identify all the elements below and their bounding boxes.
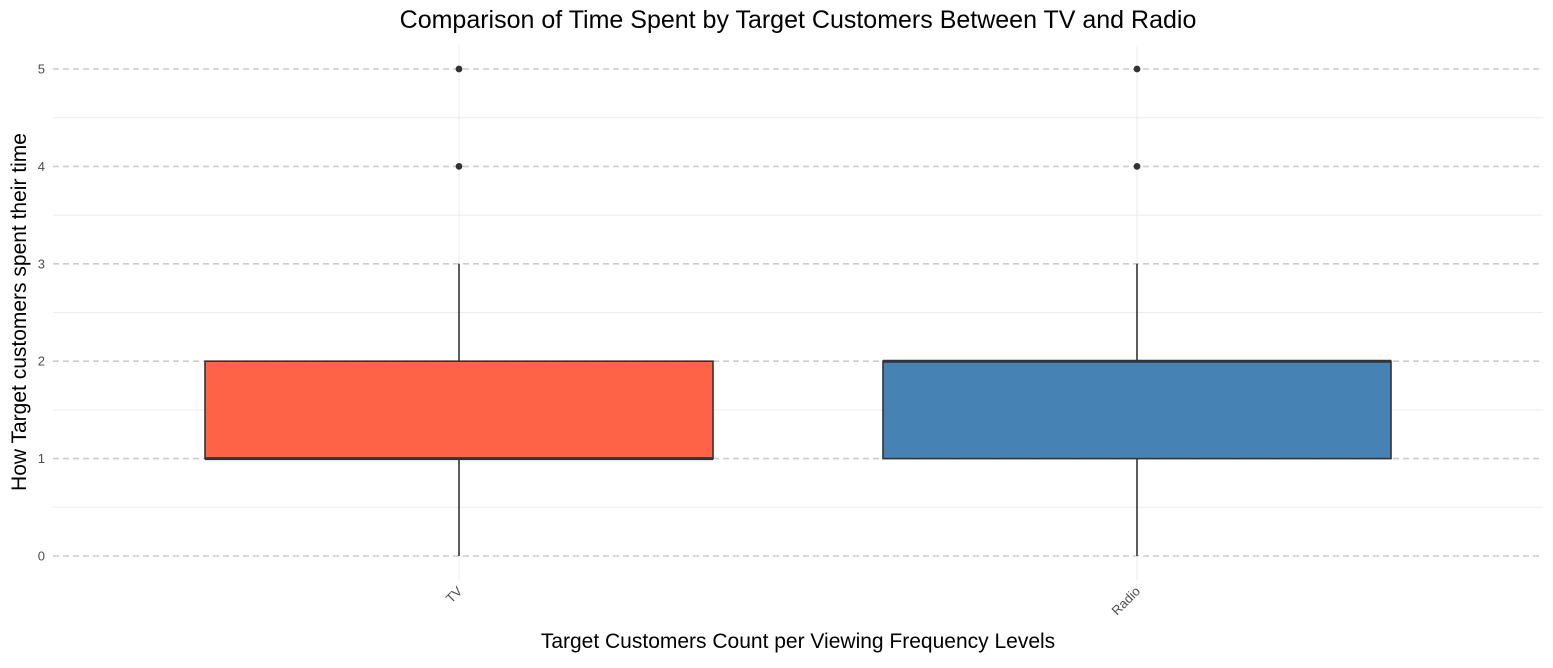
y-axis-title: How Target customers spent their time [8, 133, 31, 491]
outlier-point [455, 163, 463, 170]
box-body [882, 360, 1392, 460]
x-axis-title: Target Customers Count per Viewing Frequ… [541, 630, 1055, 653]
x-tick-label: TV [443, 583, 466, 606]
grid-layer [53, 45, 1543, 580]
x-tick-label: Radio [1108, 584, 1143, 619]
y-tick-label: 3 [38, 256, 45, 271]
outlier-point [455, 65, 463, 73]
box-group-radio [882, 65, 1392, 556]
chart-title: Comparison of Time Spent by Target Custo… [400, 6, 1197, 34]
box-group-tv [204, 65, 714, 556]
y-tick-label: 5 [38, 62, 45, 77]
y-tick-label: 1 [38, 451, 45, 466]
outlier-point [1133, 163, 1141, 170]
axis-layer: 0 1 2 3 4 5 TV Radio [38, 62, 1143, 619]
outlier-point [1133, 65, 1141, 73]
y-tick-label: 4 [38, 159, 45, 174]
box-body [204, 360, 714, 460]
y-tick-label: 2 [38, 354, 45, 369]
plot-layer [204, 65, 1392, 556]
y-tick-label: 0 [38, 549, 45, 564]
